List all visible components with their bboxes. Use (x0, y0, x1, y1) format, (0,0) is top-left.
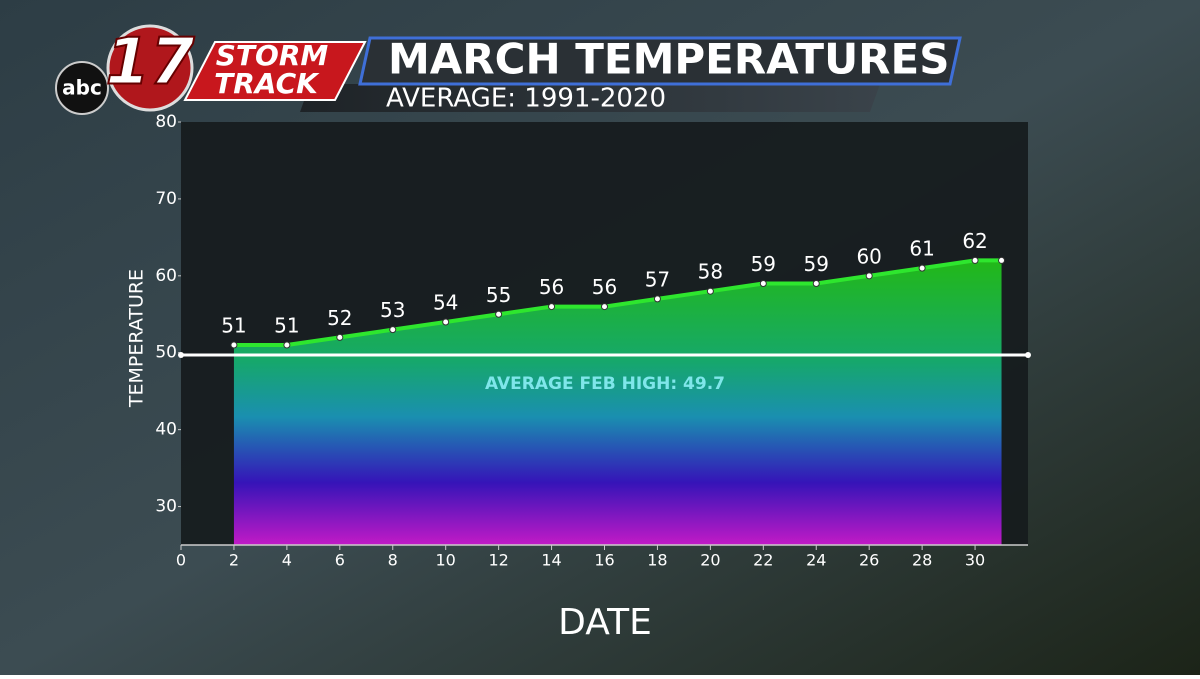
point (442, 318, 450, 326)
data-label: 51 (274, 314, 299, 338)
brand-line: TRACK (214, 67, 320, 100)
x-tick-label: 8 (388, 551, 398, 570)
data-label: 56 (539, 275, 564, 299)
point (389, 326, 397, 334)
point (998, 256, 1006, 264)
x-tick-label: 0 (176, 551, 186, 570)
area (233, 260, 1002, 545)
x-tick-label: 28 (912, 551, 932, 570)
x-tick-label: 4 (282, 551, 292, 570)
point (918, 264, 926, 272)
x-tick-label: 30 (965, 551, 985, 570)
point (283, 341, 291, 349)
y-axis-label: TEMPERATURE (126, 269, 148, 408)
point (706, 287, 714, 295)
point (759, 280, 767, 288)
data-label: 59 (804, 252, 829, 276)
data-label: 52 (327, 306, 352, 330)
point (336, 333, 344, 341)
y-tick-label: 30 (155, 497, 177, 517)
data-label: 57 (645, 267, 670, 291)
point (865, 272, 873, 280)
title-bar (358, 36, 962, 86)
channel-logo: 17 (105, 26, 195, 100)
x-tick-label: 12 (488, 551, 508, 570)
x-axis-label: DATE (558, 602, 652, 643)
x-tick-label: 22 (753, 551, 773, 570)
point (230, 341, 238, 349)
x-tick-label: 16 (594, 551, 614, 570)
point (653, 295, 661, 303)
data-label: 62 (962, 229, 987, 253)
network-logo: abc (62, 76, 102, 100)
x-tick-label: 20 (700, 551, 720, 570)
data-label: 56 (592, 275, 617, 299)
x-tick-label: 24 (806, 551, 826, 570)
point (495, 310, 503, 318)
y-tick-label: 40 (155, 420, 177, 440)
y-tick-label: 70 (155, 189, 177, 209)
reference-label: AVERAGE FEB HIGH: 49.7 (485, 374, 725, 394)
point (548, 303, 556, 311)
chart-subtitle: AVERAGE: 1991-2020 (386, 84, 666, 114)
x-tick-label: 6 (335, 551, 345, 570)
data-label: 59 (751, 252, 776, 276)
point (601, 303, 608, 311)
y-tick-label: 50 (155, 343, 177, 363)
data-label: 55 (486, 283, 511, 307)
data-label: 61 (909, 237, 934, 261)
y-tick-label: 60 (155, 266, 177, 286)
x-tick-label: 18 (647, 551, 667, 570)
network-circle (55, 61, 109, 115)
subtitle-bar (300, 84, 880, 112)
reference-end (1025, 352, 1031, 359)
x-tick-label: 10 (436, 551, 456, 570)
channel-circle (106, 24, 194, 112)
y-tick-label: 80 (155, 112, 177, 132)
x-tick-label: 2 (229, 551, 239, 570)
point (971, 256, 979, 264)
reference-end (178, 352, 184, 359)
data-label: 51 (221, 314, 246, 338)
data-label: 54 (433, 290, 458, 314)
brand-line: STORM (216, 39, 329, 72)
data-label: 60 (856, 244, 881, 268)
data-label: 53 (380, 298, 405, 322)
data-label: 58 (698, 260, 723, 284)
point (812, 280, 820, 288)
x-tick-label: 26 (859, 551, 879, 570)
brand-box (183, 41, 367, 101)
line (233, 258, 1002, 348)
chart-title: MARCH TEMPERATURES (388, 35, 949, 84)
x-tick-label: 14 (541, 551, 561, 570)
